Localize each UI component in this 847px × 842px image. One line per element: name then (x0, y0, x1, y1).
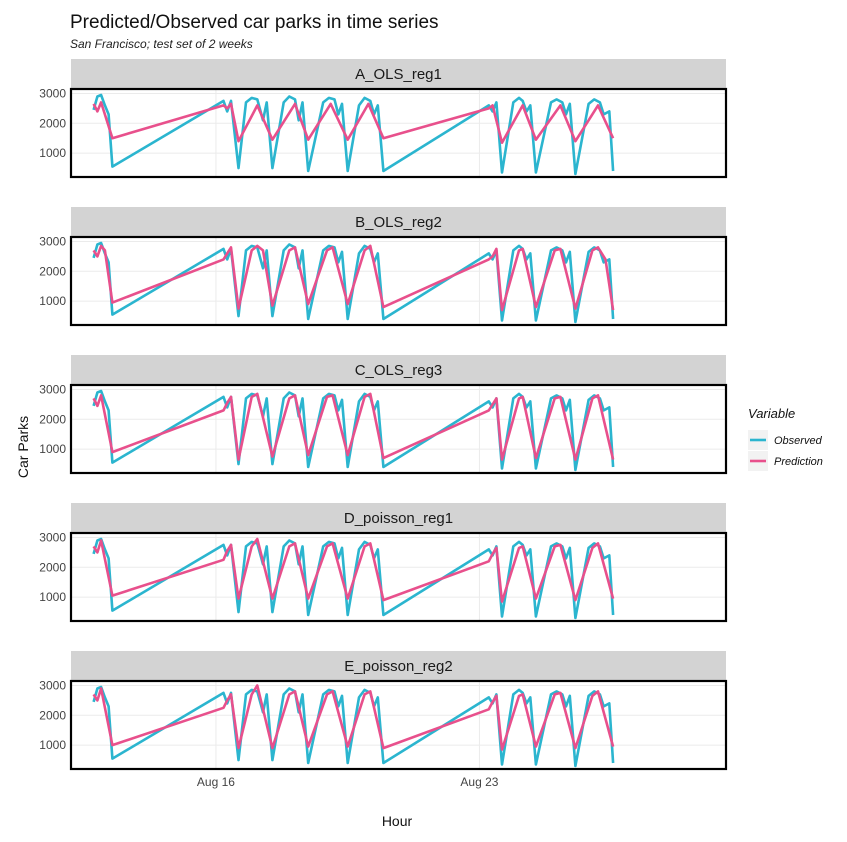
series-line-prediction (92, 244, 615, 312)
legend-label: Prediction (774, 456, 823, 468)
series-line-prediction (92, 101, 615, 144)
y-axis-title: Car Parks (15, 416, 31, 478)
panel-border (69, 679, 728, 771)
facet-strip (71, 651, 726, 680)
legend-entry-prediction: Prediction (748, 451, 823, 471)
y-tick-label: 3000 (39, 86, 66, 100)
series-line-prediction (92, 684, 615, 751)
chart-subtitle: San Francisco; test set of 2 weeks (70, 37, 253, 51)
y-tick-label: 3000 (39, 234, 66, 248)
y-tick-label: 3000 (39, 678, 66, 692)
facet-strip-label: C_OLS_reg3 (355, 362, 443, 379)
panel-A_OLS_reg1: A_OLS_reg1 1000 2000 3000 (39, 59, 728, 179)
y-tick-label: 1000 (39, 442, 66, 456)
y-tick-label: 3000 (39, 382, 66, 396)
y-tick-label: 1000 (39, 738, 66, 752)
panel-border (69, 235, 728, 327)
series-line-prediction (92, 537, 615, 603)
y-tick-label: 2000 (39, 116, 66, 130)
y-tick-label: 2000 (39, 412, 66, 426)
facet-strip-label: D_poisson_reg1 (344, 510, 453, 527)
y-tick-label: 3000 (39, 530, 66, 544)
legend: Variable Observed Prediction (748, 406, 823, 471)
x-axis-title: Hour (382, 813, 413, 829)
legend-entry-observed: Observed (748, 430, 823, 450)
x-tick-label: Aug 23 (460, 775, 498, 789)
facet-strip-label: E_poisson_reg2 (344, 658, 452, 675)
series-line-observed (92, 93, 615, 176)
panel-border (69, 383, 728, 475)
legend-title: Variable (748, 406, 795, 421)
facet-strip (71, 207, 726, 236)
chart-title: Predicted/Observed car parks in time ser… (70, 12, 439, 33)
panel-E_poisson_reg2: E_poisson_reg2 1000 2000 3000 (39, 651, 728, 771)
x-tick-label: Aug 16 (197, 775, 235, 789)
panel-border (69, 87, 728, 179)
facet-strip (71, 503, 726, 532)
panel-B_OLS_reg2: B_OLS_reg2 1000 2000 3000 (39, 207, 728, 327)
x-axis: Aug 16 Aug 23 (197, 775, 499, 789)
y-tick-label: 1000 (39, 590, 66, 604)
facet-strip (71, 59, 726, 88)
facet-strip-label: B_OLS_reg2 (355, 214, 442, 231)
y-tick-label: 2000 (39, 708, 66, 722)
facet-panels: A_OLS_reg1 1000 2000 3000 B_OLS_reg2 1000 2000… (39, 59, 728, 771)
facet-strip (71, 355, 726, 384)
panel-D_poisson_reg1: D_poisson_reg1 1000 2000 3000 (39, 503, 728, 623)
y-tick-label: 1000 (39, 146, 66, 160)
y-tick-label: 1000 (39, 294, 66, 308)
y-tick-label: 2000 (39, 264, 66, 278)
panel-C_OLS_reg3: C_OLS_reg3 1000 2000 3000 (39, 355, 728, 475)
series-line-prediction (92, 392, 615, 461)
y-tick-label: 2000 (39, 560, 66, 574)
panel-border (69, 531, 728, 623)
facet-strip-label: A_OLS_reg1 (355, 66, 442, 83)
legend-label: Observed (774, 435, 823, 447)
